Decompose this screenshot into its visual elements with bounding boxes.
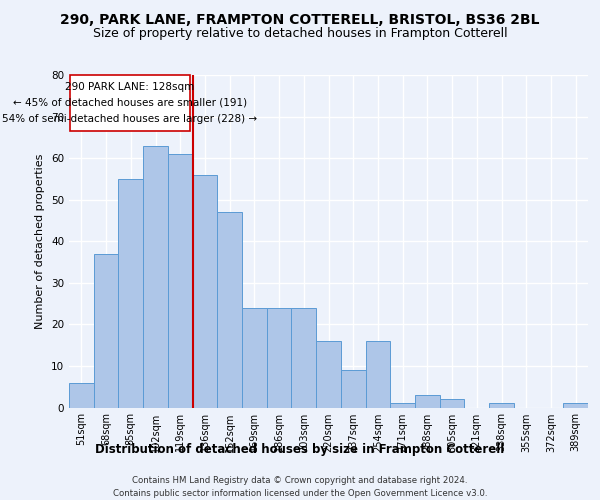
Bar <box>440 399 464 407</box>
Text: 290, PARK LANE, FRAMPTON COTTERELL, BRISTOL, BS36 2BL: 290, PARK LANE, FRAMPTON COTTERELL, BRIS… <box>60 12 540 26</box>
Text: 290 PARK LANE: 128sqm: 290 PARK LANE: 128sqm <box>65 82 194 92</box>
Bar <box>242 308 267 408</box>
Bar <box>489 404 514 407</box>
Text: Contains public sector information licensed under the Open Government Licence v3: Contains public sector information licen… <box>113 489 487 498</box>
Bar <box>390 404 415 407</box>
Bar <box>217 212 242 408</box>
Text: Contains HM Land Registry data © Crown copyright and database right 2024.: Contains HM Land Registry data © Crown c… <box>132 476 468 485</box>
Bar <box>341 370 365 408</box>
Text: Size of property relative to detached houses in Frampton Cotterell: Size of property relative to detached ho… <box>92 28 508 40</box>
Text: 54% of semi-detached houses are larger (228) →: 54% of semi-detached houses are larger (… <box>2 114 257 124</box>
Bar <box>267 308 292 408</box>
Bar <box>168 154 193 407</box>
Bar <box>118 179 143 408</box>
Text: Distribution of detached houses by size in Frampton Cotterell: Distribution of detached houses by size … <box>95 442 505 456</box>
Bar <box>563 404 588 407</box>
FancyBboxPatch shape <box>70 75 190 131</box>
Text: ← 45% of detached houses are smaller (191): ← 45% of detached houses are smaller (19… <box>13 98 247 108</box>
Bar <box>415 395 440 407</box>
Bar <box>292 308 316 408</box>
Y-axis label: Number of detached properties: Number of detached properties <box>35 154 46 329</box>
Bar <box>316 341 341 407</box>
Bar <box>143 146 168 408</box>
Bar <box>193 174 217 408</box>
Bar <box>94 254 118 408</box>
Bar <box>365 341 390 407</box>
Bar <box>69 382 94 407</box>
